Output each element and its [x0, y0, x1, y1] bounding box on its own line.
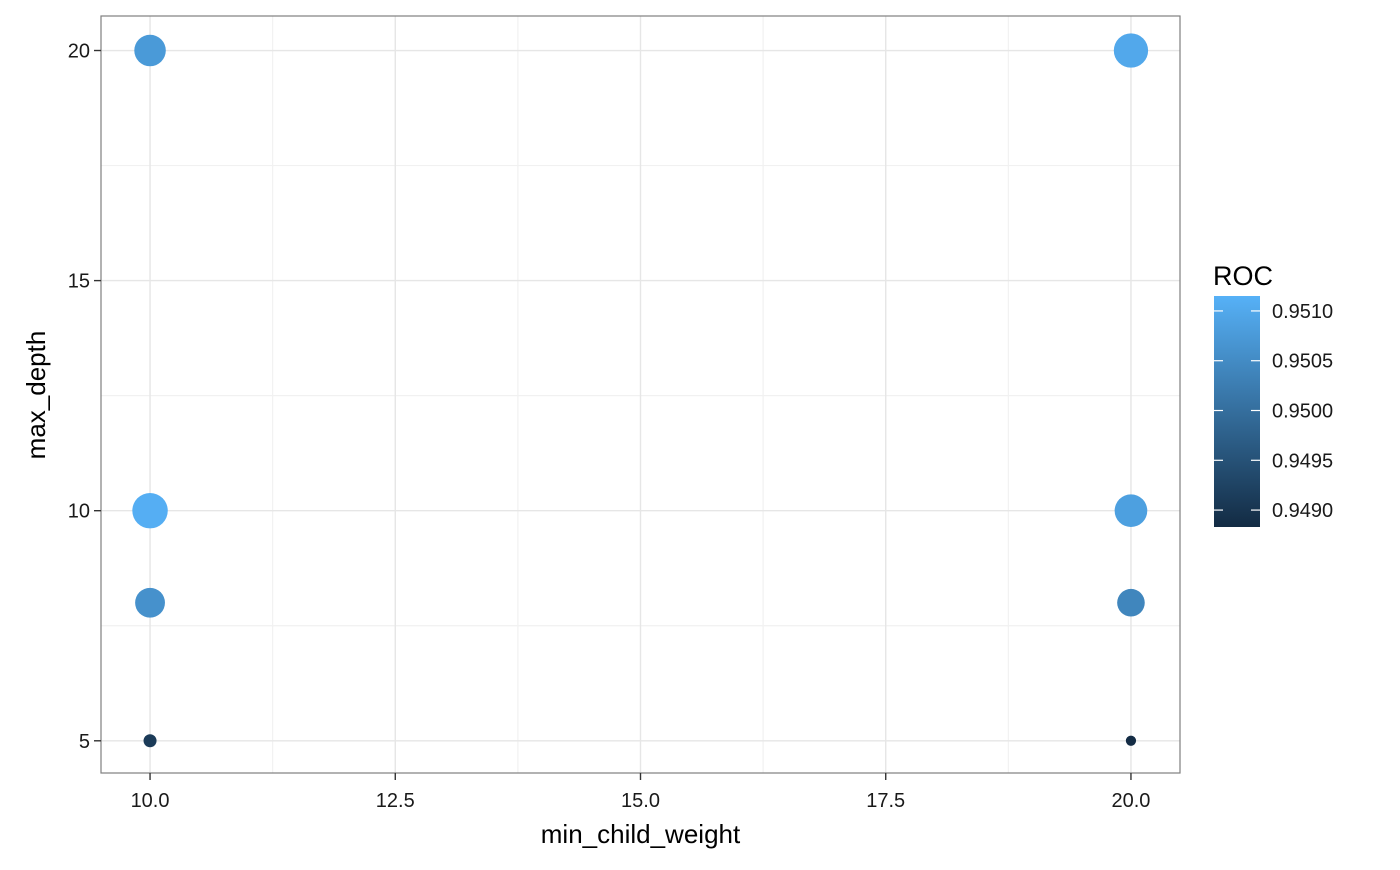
- x-tick-label: 12.5: [376, 790, 415, 812]
- y-axis: 5 10 15 20: [68, 41, 101, 753]
- data-point: [1117, 588, 1145, 617]
- y-tick-label: 10: [68, 501, 90, 523]
- y-tick-label: 20: [68, 41, 90, 63]
- data-point: [135, 587, 165, 618]
- data-point: [132, 492, 168, 529]
- y-axis-title: max_depth: [21, 331, 51, 460]
- legend-label: 0.9500: [1272, 401, 1333, 423]
- data-point: [1125, 735, 1137, 746]
- y-tick-label: 15: [68, 271, 90, 293]
- data-point: [134, 34, 166, 67]
- x-tick-label: 20.0: [1111, 790, 1150, 812]
- x-axis-title: min_child_weight: [541, 819, 741, 849]
- legend-label: 0.9510: [1272, 301, 1333, 323]
- legend-ticks: 0.9490 0.9495 0.9500 0.9505 0.9510: [1214, 301, 1333, 522]
- data-points: [132, 33, 1149, 748]
- x-tick-label: 15.0: [621, 790, 660, 812]
- data-point: [1114, 494, 1148, 528]
- legend-label: 0.9490: [1272, 500, 1333, 522]
- y-tick-label: 5: [79, 731, 90, 753]
- legend-title: ROC: [1213, 261, 1273, 291]
- x-tick-label: 10.0: [131, 790, 170, 812]
- legend-colorbar: [1214, 296, 1260, 527]
- major-gridlines: [101, 16, 1180, 773]
- data-point: [143, 734, 157, 748]
- data-point: [1113, 33, 1149, 68]
- legend-label: 0.9505: [1272, 351, 1333, 373]
- x-axis: 10.0 12.5 15.0 17.5 20.0: [131, 773, 1150, 812]
- legend-label: 0.9495: [1272, 450, 1333, 472]
- x-tick-label: 17.5: [866, 790, 905, 812]
- color-legend: ROC 0.9490 0.9495 0.9500 0.9505 0.9510: [1213, 261, 1333, 527]
